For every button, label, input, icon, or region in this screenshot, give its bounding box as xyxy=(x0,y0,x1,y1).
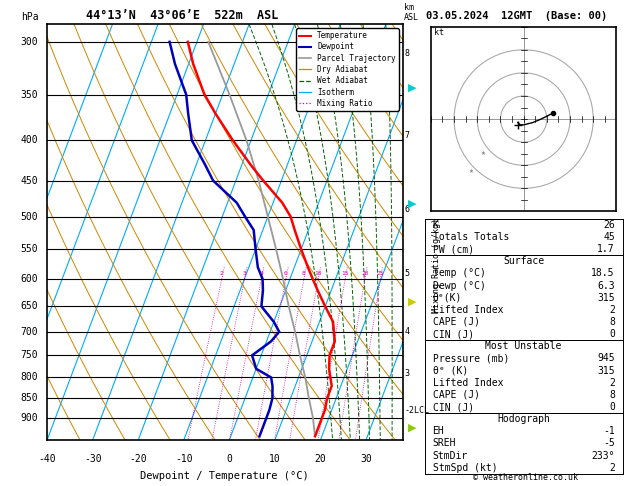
Text: Mixing Ratio (g/kg): Mixing Ratio (g/kg) xyxy=(432,218,441,313)
Text: 10: 10 xyxy=(314,271,322,276)
Text: 600: 600 xyxy=(21,274,38,284)
Text: 25: 25 xyxy=(377,271,384,276)
Text: -30: -30 xyxy=(84,454,101,465)
Text: -2LCL: -2LCL xyxy=(404,405,430,415)
Text: ▶: ▶ xyxy=(408,423,416,433)
Text: 0: 0 xyxy=(609,402,615,412)
Text: 6: 6 xyxy=(284,271,288,276)
Text: 8: 8 xyxy=(404,49,409,57)
Text: 03.05.2024  12GMT  (Base: 00): 03.05.2024 12GMT (Base: 00) xyxy=(426,11,608,21)
Text: 700: 700 xyxy=(21,327,38,337)
Text: θᵉ(K): θᵉ(K) xyxy=(433,293,462,303)
Text: EH: EH xyxy=(433,426,444,436)
Text: 750: 750 xyxy=(21,350,38,360)
Text: 7: 7 xyxy=(404,132,409,140)
Text: Dewp (°C): Dewp (°C) xyxy=(433,280,486,291)
Text: 650: 650 xyxy=(21,301,38,312)
Text: ★: ★ xyxy=(481,151,486,156)
Text: -1: -1 xyxy=(603,426,615,436)
Text: 30: 30 xyxy=(360,454,372,465)
Text: Dewpoint / Temperature (°C): Dewpoint / Temperature (°C) xyxy=(140,471,309,481)
Text: hPa: hPa xyxy=(21,12,38,22)
Text: 26: 26 xyxy=(603,220,615,230)
Text: 15: 15 xyxy=(342,271,349,276)
Text: ▶: ▶ xyxy=(408,199,416,209)
Text: 2: 2 xyxy=(609,463,615,473)
Text: 450: 450 xyxy=(21,175,38,186)
Text: ▶: ▶ xyxy=(408,83,416,92)
Text: CAPE (J): CAPE (J) xyxy=(433,317,479,327)
Text: ▶: ▶ xyxy=(408,296,416,306)
Text: K: K xyxy=(433,220,438,230)
Text: -40: -40 xyxy=(38,454,56,465)
Text: 20: 20 xyxy=(361,271,369,276)
Text: 3: 3 xyxy=(243,271,247,276)
Text: 6.3: 6.3 xyxy=(597,280,615,291)
Text: 315: 315 xyxy=(597,365,615,376)
Text: 2: 2 xyxy=(220,271,224,276)
Text: 550: 550 xyxy=(21,244,38,254)
Text: 8: 8 xyxy=(609,390,615,400)
Text: 44°13’N  43°06’E  522m  ASL: 44°13’N 43°06’E 522m ASL xyxy=(86,9,279,22)
Text: CIN (J): CIN (J) xyxy=(433,329,474,339)
Text: 6: 6 xyxy=(404,205,409,214)
Text: Temp (°C): Temp (°C) xyxy=(433,268,486,278)
Text: 315: 315 xyxy=(597,293,615,303)
Text: 4: 4 xyxy=(404,327,409,336)
Text: ★: ★ xyxy=(469,169,474,174)
Text: Lifted Index: Lifted Index xyxy=(433,305,503,315)
Legend: Temperature, Dewpoint, Parcel Trajectory, Dry Adiabat, Wet Adiabat, Isotherm, Mi: Temperature, Dewpoint, Parcel Trajectory… xyxy=(296,28,399,111)
Text: CIN (J): CIN (J) xyxy=(433,402,474,412)
Text: SREH: SREH xyxy=(433,438,456,449)
Text: 850: 850 xyxy=(21,393,38,403)
Text: 8: 8 xyxy=(609,317,615,327)
Text: 45: 45 xyxy=(603,232,615,242)
Text: StmSpd (kt): StmSpd (kt) xyxy=(433,463,497,473)
Text: -20: -20 xyxy=(130,454,147,465)
Text: Totals Totals: Totals Totals xyxy=(433,232,509,242)
Text: 4: 4 xyxy=(260,271,264,276)
Text: 945: 945 xyxy=(597,353,615,364)
Text: 18.5: 18.5 xyxy=(591,268,615,278)
Text: 2: 2 xyxy=(609,378,615,388)
Text: 20: 20 xyxy=(314,454,326,465)
Text: 5: 5 xyxy=(404,269,409,278)
Text: Surface: Surface xyxy=(503,256,544,266)
Text: Hodograph: Hodograph xyxy=(497,414,550,424)
Text: CAPE (J): CAPE (J) xyxy=(433,390,479,400)
Text: 300: 300 xyxy=(21,37,38,47)
Text: -10: -10 xyxy=(175,454,192,465)
Text: -5: -5 xyxy=(603,438,615,449)
Text: Most Unstable: Most Unstable xyxy=(486,341,562,351)
Text: 8: 8 xyxy=(302,271,306,276)
Text: 0: 0 xyxy=(226,454,232,465)
Text: km
ASL: km ASL xyxy=(404,3,420,22)
Text: Lifted Index: Lifted Index xyxy=(433,378,503,388)
Text: θᵉ (K): θᵉ (K) xyxy=(433,365,468,376)
Text: 10: 10 xyxy=(269,454,281,465)
Text: © weatheronline.co.uk: © weatheronline.co.uk xyxy=(473,473,577,482)
Text: 900: 900 xyxy=(21,413,38,423)
Text: PW (cm): PW (cm) xyxy=(433,244,474,254)
Text: 3: 3 xyxy=(404,369,409,378)
Text: 233°: 233° xyxy=(591,451,615,461)
Text: kt: kt xyxy=(435,28,444,37)
Text: 0: 0 xyxy=(609,329,615,339)
Text: StmDir: StmDir xyxy=(433,451,468,461)
Text: 400: 400 xyxy=(21,135,38,145)
Text: 2: 2 xyxy=(609,305,615,315)
Text: 1.7: 1.7 xyxy=(597,244,615,254)
Text: 800: 800 xyxy=(21,372,38,382)
Text: 350: 350 xyxy=(21,89,38,100)
Text: Pressure (mb): Pressure (mb) xyxy=(433,353,509,364)
Text: 500: 500 xyxy=(21,211,38,222)
